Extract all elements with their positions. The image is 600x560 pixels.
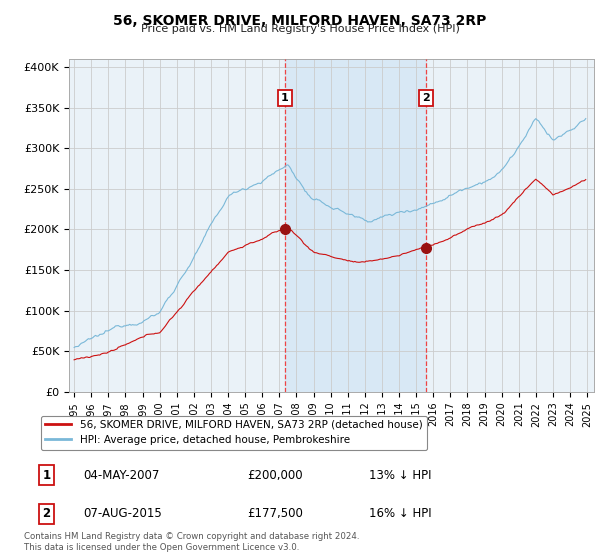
Text: 1: 1 — [43, 469, 50, 482]
Text: 1: 1 — [281, 93, 289, 103]
Legend: 56, SKOMER DRIVE, MILFORD HAVEN, SA73 2RP (detached house), HPI: Average price, : 56, SKOMER DRIVE, MILFORD HAVEN, SA73 2R… — [41, 416, 427, 450]
Text: £177,500: £177,500 — [247, 507, 303, 520]
Text: 16% ↓ HPI: 16% ↓ HPI — [368, 507, 431, 520]
Text: This data is licensed under the Open Government Licence v3.0.: This data is licensed under the Open Gov… — [24, 543, 299, 552]
Text: 2: 2 — [422, 93, 430, 103]
Text: £200,000: £200,000 — [247, 469, 303, 482]
Text: 56, SKOMER DRIVE, MILFORD HAVEN, SA73 2RP: 56, SKOMER DRIVE, MILFORD HAVEN, SA73 2R… — [113, 14, 487, 28]
Text: 07-AUG-2015: 07-AUG-2015 — [83, 507, 162, 520]
Text: 13% ↓ HPI: 13% ↓ HPI — [368, 469, 431, 482]
Text: Contains HM Land Registry data © Crown copyright and database right 2024.: Contains HM Land Registry data © Crown c… — [24, 532, 359, 541]
Text: 2: 2 — [43, 507, 50, 520]
Text: 04-MAY-2007: 04-MAY-2007 — [83, 469, 160, 482]
Text: Price paid vs. HM Land Registry's House Price Index (HPI): Price paid vs. HM Land Registry's House … — [140, 24, 460, 34]
Bar — [285, 59, 426, 392]
